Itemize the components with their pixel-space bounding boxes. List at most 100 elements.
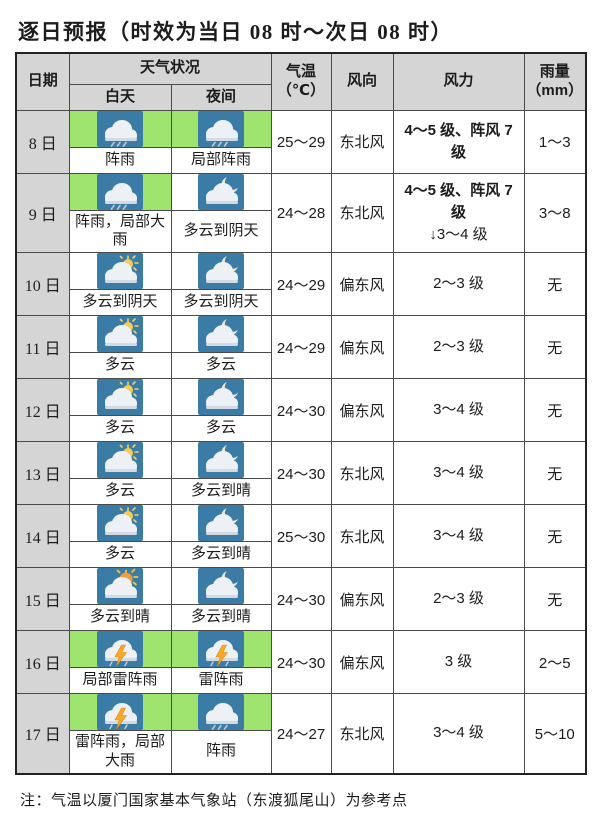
cloud-sun-bright-icon xyxy=(97,568,143,604)
wind-force-line: 2～3 级 xyxy=(433,590,484,608)
page-title: 逐日预报（时效为当日 08 时～次日 08 时） xyxy=(18,20,453,44)
night-weather-label: 雷阵雨 xyxy=(170,667,272,694)
header-daytime: 白天 xyxy=(68,83,172,111)
daily-forecast-table: 日期 天气状况 气温 （℃） 风向 风力 雨量 （mm） 白天 夜间 8 日 2… xyxy=(15,52,588,775)
table-row: 10 日 24～29 偏东风 2～3 级 无 xyxy=(15,252,587,316)
cloud-moon-icon xyxy=(198,173,244,210)
cloud-moon-icon xyxy=(198,316,244,352)
rainfall-cell: 2～5 xyxy=(523,630,587,694)
wind-force-cell: 3～4 级 xyxy=(392,378,525,442)
day-weather-icon-cell xyxy=(68,109,172,148)
cloud-moon-icon xyxy=(198,442,244,478)
date-cell: 11 日 xyxy=(15,315,70,379)
date-cell: 8 日 xyxy=(15,109,70,174)
wind-force-cell: 2～3 级 xyxy=(392,567,525,631)
date-cell: 10 日 xyxy=(15,252,70,316)
rainfall-cell: 无 xyxy=(523,441,587,505)
date-cell: 13 日 xyxy=(15,441,70,505)
cloud-sun-icon xyxy=(97,316,143,352)
night-weather-icon-cell xyxy=(170,693,272,731)
wind-force-line: 3～4 级 xyxy=(433,464,484,482)
shower-icon xyxy=(97,110,143,147)
night-weather-label: 多云 xyxy=(170,415,272,442)
day-weather-label: 阵雨 xyxy=(68,146,172,174)
wind-direction-cell: 偏东风 xyxy=(330,567,394,631)
wind-force-line: ↓3～4 级 xyxy=(429,225,488,243)
rainfall-cell: 3～8 xyxy=(523,172,587,253)
table-row-labels: 多云到晴 多云到晴 xyxy=(16,604,586,631)
wind-force-line: 3 级 xyxy=(444,653,473,671)
day-weather-icon-cell xyxy=(68,504,172,542)
table-row-labels: 阵雨，局部大雨 多云到阴天 xyxy=(16,209,586,253)
night-weather-icon-cell xyxy=(170,172,272,211)
table-row: 15 日 24～30 偏东风 2～3 级 无 xyxy=(15,567,587,631)
wind-force-line: 2～3 级 xyxy=(433,338,484,356)
table-row-labels: 多云 多云到晴 xyxy=(16,478,586,505)
temperature-cell: 24～30 xyxy=(270,378,332,442)
cloud-sun-icon xyxy=(97,253,143,289)
night-weather-icon-cell xyxy=(170,252,272,290)
thunderstorm-icon xyxy=(97,631,143,667)
night-weather-label: 多云到晴 xyxy=(170,478,272,505)
table-header: 日期 天气状况 气温 （℃） 风向 风力 雨量 （mm） 白天 夜间 xyxy=(15,52,587,111)
day-weather-icon-cell xyxy=(68,441,172,479)
night-weather-icon-cell xyxy=(170,504,272,542)
wind-direction-cell: 东北风 xyxy=(330,109,394,174)
shower-icon xyxy=(198,110,244,147)
day-weather-icon-cell xyxy=(68,567,172,605)
day-weather-label: 阵雨，局部大雨 xyxy=(68,209,172,253)
date-cell: 17 日 xyxy=(15,693,70,774)
table-row: 13 日 24～30 东北风 3～4 级 无 xyxy=(15,441,587,505)
night-weather-label: 多云 xyxy=(170,352,272,379)
temperature-cell: 25～30 xyxy=(270,504,332,568)
header-wind-direction: 风向 xyxy=(330,52,394,111)
day-weather-label: 多云 xyxy=(68,541,172,568)
night-weather-icon-cell xyxy=(170,630,272,668)
date-cell: 12 日 xyxy=(15,378,70,442)
temperature-cell: 24～29 xyxy=(270,315,332,379)
table-row: 14 日 25～30 东北风 3～4 级 无 xyxy=(15,504,587,568)
temperature-cell: 24～30 xyxy=(270,567,332,631)
wind-force-cell: 2～3 级 xyxy=(392,315,525,379)
temperature-cell: 24～30 xyxy=(270,630,332,694)
day-weather-icon-cell xyxy=(68,378,172,416)
temperature-cell: 24～29 xyxy=(270,252,332,316)
header-weather-group: 天气状况 xyxy=(68,52,272,85)
wind-direction-cell: 偏东风 xyxy=(330,252,394,316)
table-row: 12 日 24～30 偏东风 3～4 级 无 xyxy=(15,378,587,442)
wind-force-line: 3～4 级 xyxy=(433,527,484,545)
day-weather-icon-cell xyxy=(68,693,172,731)
table-row: 16 日 24～30 偏东风 3 级 2～5 xyxy=(15,630,587,694)
day-weather-label: 多云 xyxy=(68,415,172,442)
date-cell: 16 日 xyxy=(15,630,70,694)
table-row: 17 日 24～27 东北风 3～4 级 5～10 xyxy=(15,693,587,774)
wind-force-cell: 4～5 级、阵风 7 级 ↓3～4 级 xyxy=(392,172,525,253)
temperature-cell: 24～28 xyxy=(270,172,332,253)
wind-force-cell: 3～4 级 xyxy=(392,504,525,568)
cloud-sun-icon xyxy=(97,442,143,478)
cloud-moon-icon xyxy=(198,568,244,604)
day-weather-label: 局部雷阵雨 xyxy=(68,667,172,694)
cloud-sun-icon xyxy=(97,505,143,541)
night-weather-label: 阵雨 xyxy=(170,730,272,774)
night-weather-icon-cell xyxy=(170,441,272,479)
wind-force-cell: 3～4 级 xyxy=(392,441,525,505)
rainfall-cell: 无 xyxy=(523,378,587,442)
cloud-sun-icon xyxy=(97,379,143,415)
table-row-labels: 阵雨 局部阵雨 xyxy=(16,146,586,174)
night-weather-label: 局部阵雨 xyxy=(170,146,272,174)
header-date: 日期 xyxy=(15,52,70,111)
temperature-cell: 24～30 xyxy=(270,441,332,505)
wind-direction-cell: 东北风 xyxy=(330,441,394,505)
rainfall-cell: 无 xyxy=(523,252,587,316)
night-weather-label: 多云到晴 xyxy=(170,541,272,568)
wind-force-line: 4～5 级、阵风 7 级 xyxy=(404,182,513,221)
table-row-labels: 局部雷阵雨 雷阵雨 xyxy=(16,667,586,694)
night-weather-label: 多云到晴 xyxy=(170,604,272,631)
day-weather-icon-cell xyxy=(68,630,172,668)
wind-direction-cell: 东北风 xyxy=(330,172,394,253)
night-weather-icon-cell xyxy=(170,378,272,416)
night-weather-icon-cell xyxy=(170,567,272,605)
wind-direction-cell: 偏东风 xyxy=(330,630,394,694)
date-cell: 15 日 xyxy=(15,567,70,631)
